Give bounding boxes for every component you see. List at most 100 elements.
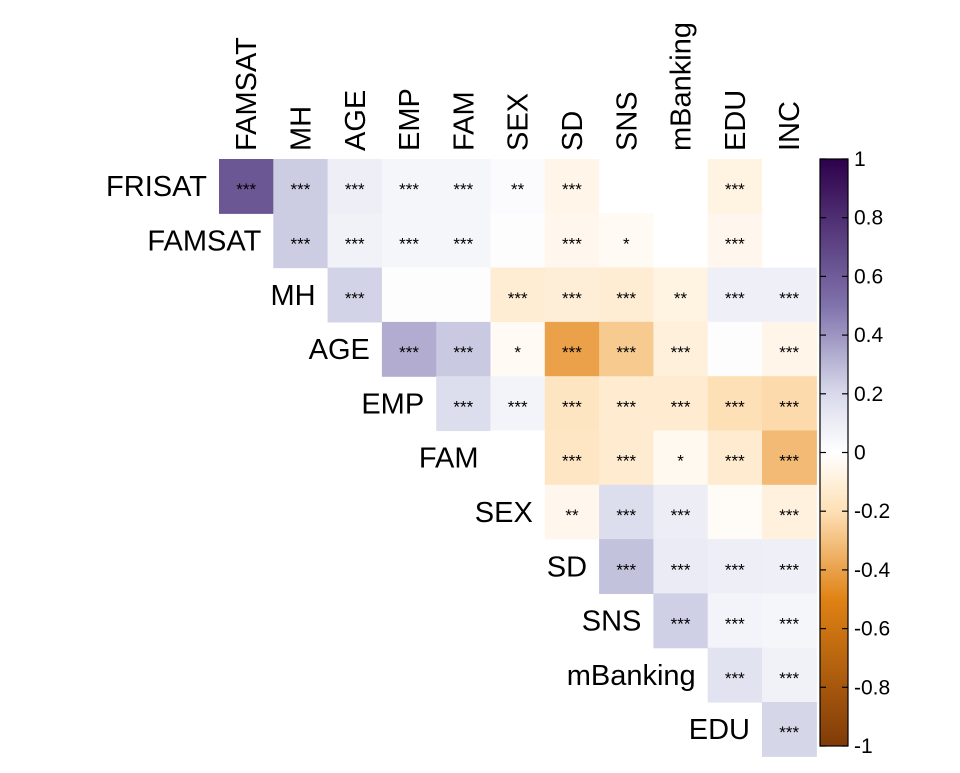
row-label-edu: EDU xyxy=(689,714,750,746)
significance-star-age-fam: *** xyxy=(453,343,473,362)
heatmap-cell-sex-mbanking xyxy=(653,484,709,540)
column-label-edu: EDU xyxy=(720,90,752,151)
significance-star-famsat-sns: * xyxy=(623,234,630,253)
heatmap-cell-sd-edu xyxy=(707,539,763,594)
column-label-age: AGE xyxy=(340,90,372,151)
heatmap-cell-edu-inc xyxy=(762,702,817,757)
significance-star-mh-sns: *** xyxy=(616,289,636,308)
significance-star-emp-fam: *** xyxy=(453,397,473,416)
heatmap-cell-mbanking-edu xyxy=(707,647,763,703)
heatmap-cell-frisat-sns xyxy=(599,159,654,214)
heatmap-cell-frisat-mh xyxy=(273,159,329,214)
colorbar: 1 0.8 0.6 0.4 0.2 0 -0.2 -0.4 -0.6 -0.8 -1 xyxy=(819,148,891,758)
significance-star-fam-mbanking: * xyxy=(677,452,684,471)
significance-star-sns-inc: *** xyxy=(779,615,799,634)
significance-star-frisat-edu: *** xyxy=(725,180,745,199)
significance-star-famsat-sd: *** xyxy=(562,234,582,253)
heatmap-cell-sns-edu xyxy=(707,593,763,649)
significance-star-emp-mbanking: *** xyxy=(671,397,691,416)
heatmap-cell-frisat-sex xyxy=(490,159,546,214)
column-label-sd: SD xyxy=(557,111,589,151)
heatmap-cell-emp-inc xyxy=(762,376,817,432)
heatmap-cell-frisat-age xyxy=(327,159,383,214)
heatmap-cell-sd-inc xyxy=(762,539,817,594)
significance-star-sex-inc: *** xyxy=(779,506,799,525)
colorbar-tick-label: 1 xyxy=(854,148,866,171)
heatmap-cell-mh-fam xyxy=(436,267,492,323)
significance-star-sd-sns: *** xyxy=(616,560,636,579)
heatmap-cell-sns-mbanking xyxy=(653,593,709,649)
heatmap-cell-mh-edu xyxy=(707,267,763,323)
significance-star-famsat-age: *** xyxy=(345,234,365,253)
heatmap-cell-sd-sns xyxy=(599,539,654,594)
significance-star-emp-sns: *** xyxy=(616,397,636,416)
heatmap-cell-frisat-edu xyxy=(707,159,763,214)
significance-star-frisat-sex: ** xyxy=(511,180,525,199)
significance-star-sex-mbanking: *** xyxy=(671,506,691,525)
heatmap-cell-sd-mbanking xyxy=(653,539,709,594)
row-label-age: AGE xyxy=(309,334,370,366)
significance-star-age-sex: * xyxy=(514,343,521,362)
significance-star-frisat-sd: *** xyxy=(562,180,582,199)
heatmap-cell-mh-inc xyxy=(762,267,817,323)
significance-star-frisat-famsat: *** xyxy=(236,180,256,199)
colorbar-tick-label: 0.2 xyxy=(854,383,883,406)
heatmap-cell-sex-edu xyxy=(707,484,763,540)
heatmap-cell-emp-edu xyxy=(707,376,763,432)
colorbar-tick-label: -0.4 xyxy=(854,559,891,582)
significance-star-mh-age: *** xyxy=(345,289,365,308)
colorbar-tick-label: 0 xyxy=(854,442,866,465)
row-label-sex: SEX xyxy=(475,497,533,529)
row-label-famsat: FAMSAT xyxy=(147,225,261,257)
heatmap-cell-emp-sex xyxy=(490,376,546,432)
significance-star-mbanking-inc: *** xyxy=(779,669,799,688)
significance-star-sd-inc: *** xyxy=(779,560,799,579)
column-label-emp: EMP xyxy=(394,88,426,151)
heatmap-cell-age-fam xyxy=(436,321,492,377)
column-label-sex: SEX xyxy=(503,93,535,151)
heatmap-cell-sex-inc xyxy=(762,484,817,540)
heatmap-cell-frisat-mbanking xyxy=(653,159,709,214)
heatmap-cell-famsat-emp xyxy=(381,213,437,269)
colorbar-tick-label: -1 xyxy=(854,735,873,758)
significance-star-frisat-emp: *** xyxy=(399,180,419,199)
significance-star-sd-edu: *** xyxy=(725,560,745,579)
significance-star-mh-inc: *** xyxy=(779,289,799,308)
significance-star-mh-sd: *** xyxy=(562,289,582,308)
significance-star-emp-edu: *** xyxy=(725,397,745,416)
heatmap-cell-fam-edu xyxy=(707,430,763,486)
heatmap-cell-fam-mbanking xyxy=(653,430,709,486)
significance-star-famsat-emp: *** xyxy=(399,234,419,253)
significance-star-famsat-mh: *** xyxy=(291,234,311,253)
heatmap-cell-famsat-inc xyxy=(762,213,817,269)
row-label-frisat: FRISAT xyxy=(106,171,207,203)
heatmap-cell-fam-sns xyxy=(599,430,654,486)
significance-star-fam-sns: *** xyxy=(616,452,636,471)
heatmap-cell-fam-inc xyxy=(762,430,817,486)
significance-star-age-inc: *** xyxy=(779,343,799,362)
heatmap-cell-age-mbanking xyxy=(653,321,709,377)
significance-star-famsat-edu: *** xyxy=(725,234,745,253)
heatmap-cell-emp-fam xyxy=(436,376,492,432)
heatmap-cell-fam-sd xyxy=(544,430,600,486)
colorbar-tick-label: -0.2 xyxy=(854,500,890,523)
heatmap-cell-age-edu xyxy=(707,321,763,377)
significance-star-fam-inc: *** xyxy=(779,452,799,471)
heatmap-cell-famsat-mh xyxy=(273,213,329,269)
heatmap-cell-emp-sns xyxy=(599,376,654,432)
heatmap-cell-age-sd xyxy=(544,321,600,377)
row-label-sns: SNS xyxy=(582,606,642,638)
column-label-inc: INC xyxy=(774,101,806,151)
heatmap-cell-mh-sns xyxy=(599,267,654,323)
significance-star-age-sns: *** xyxy=(616,343,636,362)
heatmap-cell-frisat-inc xyxy=(762,159,817,214)
colorbar-tick-label: -0.6 xyxy=(854,618,890,641)
significance-star-sex-sd: ** xyxy=(565,506,579,525)
significance-star-mh-edu: *** xyxy=(725,289,745,308)
heatmap-cell-famsat-edu xyxy=(707,213,763,269)
significance-star-mh-sex: *** xyxy=(508,289,528,308)
significance-star-sex-sns: *** xyxy=(616,506,636,525)
heatmap-cell-sex-sd xyxy=(544,484,600,540)
